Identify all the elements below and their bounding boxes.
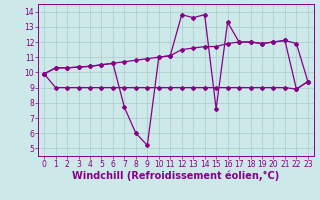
X-axis label: Windchill (Refroidissement éolien,°C): Windchill (Refroidissement éolien,°C) <box>72 171 280 181</box>
